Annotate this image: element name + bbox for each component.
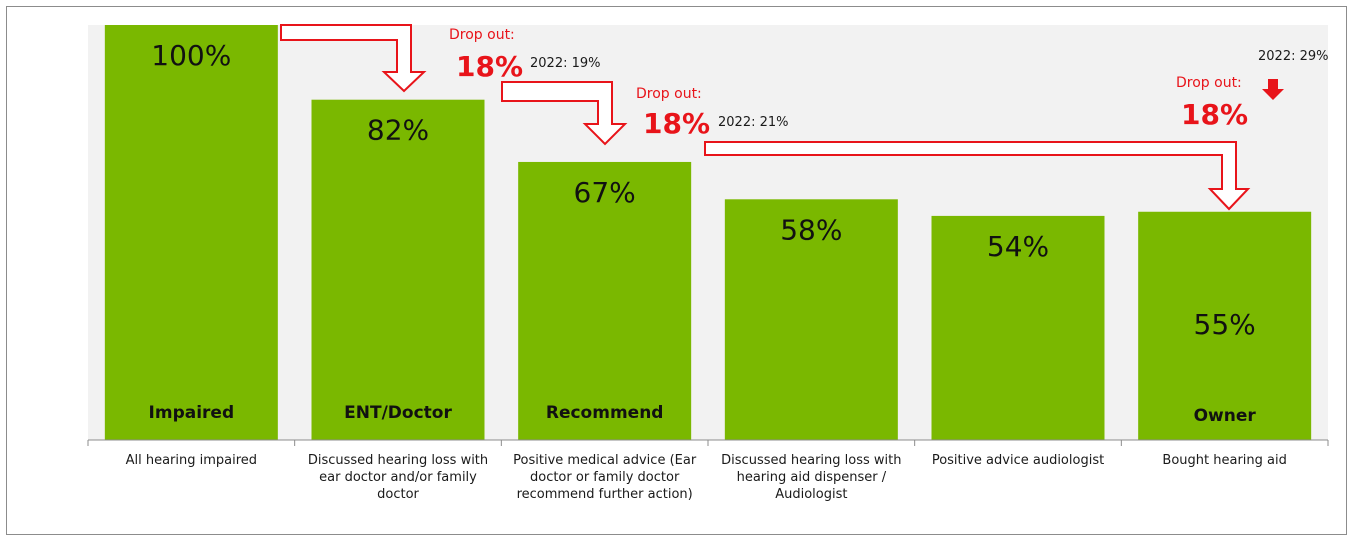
bars-layer: 100% Impaired 82% ENT/Doctor 67% Recommend 58%… bbox=[104, 25, 1312, 440]
previous-year-value: 2022: 19% bbox=[530, 56, 601, 71]
drop-out-arrows bbox=[280, 24, 1284, 211]
bar bbox=[518, 161, 692, 440]
previous-year-value: 2022: 29% bbox=[1258, 49, 1329, 64]
bar-value-label: 58% bbox=[780, 213, 842, 246]
bar bbox=[104, 25, 278, 440]
category-label: Positive advice audiologist bbox=[931, 453, 1105, 468]
category-label: Bought hearing aid bbox=[1162, 453, 1287, 468]
drop-out-arrow bbox=[501, 81, 628, 146]
x-axis bbox=[87, 439, 1329, 446]
drop-out-arrow bbox=[704, 141, 1251, 211]
drop-out-label: Drop out: bbox=[449, 27, 515, 43]
bar-value-label: 100% bbox=[151, 39, 231, 72]
bar-value-label: 55% bbox=[1194, 308, 1256, 341]
arrow-down-icon bbox=[1262, 79, 1284, 100]
bar bbox=[724, 199, 898, 440]
category-label: Discussed hearing loss with hearing aid … bbox=[721, 453, 902, 502]
plot-area bbox=[88, 25, 1328, 440]
category-label: Positive medical advice (Ear doctor or f… bbox=[513, 453, 697, 502]
category-label: All hearing impaired bbox=[125, 453, 258, 468]
bar-inner-label: Owner bbox=[1194, 406, 1257, 426]
drop-out-value: 18% bbox=[643, 107, 711, 140]
drop-out-arrow bbox=[280, 24, 427, 93]
bar-inner-label: ENT/Doctor bbox=[344, 403, 452, 423]
category-label: Discussed hearing loss with ear doctor a… bbox=[307, 453, 489, 502]
chart-frame bbox=[6, 6, 1347, 535]
bar-inner-label: Impaired bbox=[149, 403, 235, 423]
bar bbox=[931, 215, 1105, 440]
drop-out-value: 18% bbox=[1181, 98, 1249, 131]
bar-value-label: 67% bbox=[574, 176, 636, 209]
bar-value-label: 82% bbox=[367, 114, 429, 147]
drop-out-label: Drop out: bbox=[636, 86, 702, 102]
previous-year-value: 2022: 21% bbox=[718, 115, 789, 130]
bar-inner-label: Recommend bbox=[546, 403, 664, 423]
bar bbox=[311, 99, 485, 440]
drop-out-label: Drop out: bbox=[1176, 75, 1242, 91]
bar-value-label: 54% bbox=[987, 230, 1049, 263]
drop-out-value: 18% bbox=[456, 50, 524, 83]
bar bbox=[1138, 211, 1312, 440]
